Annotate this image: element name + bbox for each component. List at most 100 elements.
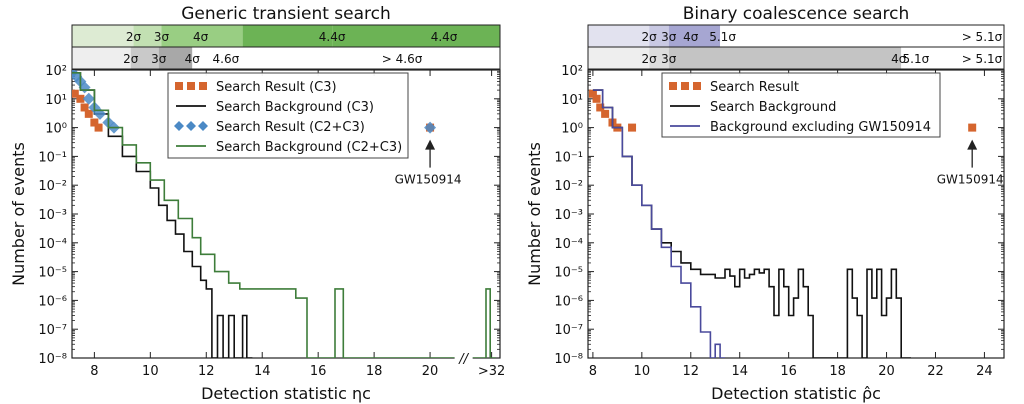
background-step-line	[72, 72, 253, 358]
y-tick-label: 10⁻⁷	[554, 323, 583, 338]
significance-label: 4σ	[891, 52, 907, 66]
significance-label: 3σ	[151, 52, 167, 66]
background-step-line	[72, 72, 496, 358]
result-square-marker	[84, 109, 93, 118]
legend-entry-label: Search Background (C3)	[216, 100, 374, 115]
y-tick-label: 10⁻³	[38, 208, 67, 223]
significance-label: 2σ	[126, 30, 142, 44]
y-tick-label: 10⁻⁵	[38, 266, 67, 281]
significance-label: 4σ	[683, 30, 699, 44]
chart-title: Generic transient search	[181, 4, 391, 24]
y-axis-label: Number of events	[525, 142, 544, 286]
significance-label: 3σ	[661, 52, 677, 66]
x-tick-label: 12	[683, 364, 700, 379]
legend-square-swatch	[187, 82, 195, 90]
y-tick-label: 10⁻⁸	[554, 352, 583, 367]
legend-diamond-swatch	[198, 121, 208, 131]
x-axis-label: Detection statistic ρ̂c	[711, 384, 881, 403]
legend-diamond-swatch	[186, 121, 196, 131]
y-tick-label: 10⁻²	[38, 179, 67, 194]
y-tick-label: 10⁻²	[554, 179, 583, 194]
significance-band-segment	[588, 47, 650, 69]
annotation-label: GW150914	[937, 173, 1004, 187]
significance-band-segment	[332, 25, 500, 47]
result-diamond-marker	[82, 92, 95, 105]
x-tick-label: 14	[254, 364, 271, 379]
y-tick-label: 10⁻⁴	[38, 237, 67, 252]
legend-square-swatch	[669, 82, 677, 90]
x-tick-label: 14	[731, 364, 748, 379]
annotation-arrow-head	[967, 139, 978, 150]
significance-band-segment	[588, 25, 650, 47]
result-square-marker	[592, 94, 601, 103]
significance-label: 2σ	[123, 52, 139, 66]
result-square-marker	[968, 123, 977, 132]
y-tick-label: 10⁻³	[554, 208, 583, 223]
x-tick-label: 10	[142, 364, 159, 379]
y-tick-label: 10⁻⁶	[38, 294, 67, 309]
significance-label: 5.1σ	[903, 52, 930, 66]
significance-band-frame	[71, 46, 501, 70]
legend-diamond-swatch	[174, 121, 184, 131]
legend-square-swatch	[681, 82, 689, 90]
significance-band-segment	[234, 47, 501, 69]
x-axis-label: Detection statistic ηc	[201, 384, 371, 403]
annotation-arrow-head	[425, 139, 436, 150]
significance-label: 4.4σ	[431, 30, 458, 44]
significance-label: 2σ	[642, 30, 658, 44]
significance-band-segment	[130, 47, 159, 69]
y-tick-label: 10²	[45, 64, 67, 79]
significance-band-segment	[649, 47, 669, 69]
significance-label: 3σ	[661, 30, 677, 44]
y-tick-label: 10¹	[45, 93, 67, 108]
significance-band-segment	[649, 25, 669, 47]
y-tick-label: 10⁻⁴	[554, 237, 583, 252]
significance-label: 5.1σ	[709, 30, 736, 44]
axis-break-mark: //	[458, 352, 469, 367]
legend-box	[167, 72, 409, 159]
y-tick-label: 10²	[561, 64, 583, 79]
significance-band-segment	[192, 47, 235, 69]
result-square-marker	[72, 89, 79, 98]
data-layer	[72, 70, 496, 358]
x-tick-label: 18	[366, 364, 383, 379]
significance-label: 4.4σ	[319, 30, 346, 44]
significance-band-segment	[915, 47, 1004, 69]
x-tick-label: 24	[976, 364, 993, 379]
significance-label: > 5.1σ	[962, 52, 1003, 66]
x-tick-label: 20	[878, 364, 895, 379]
y-tick-label: 10⁻⁸	[38, 352, 67, 367]
axis-break-gap	[454, 352, 473, 364]
significance-band-segment	[242, 25, 333, 47]
background-step-line	[592, 89, 911, 358]
result-square-marker	[628, 123, 637, 132]
x-tick-label: 10	[634, 364, 651, 379]
x-tick-label: 8	[90, 364, 98, 379]
x-tick-label: >32	[478, 364, 505, 379]
x-tick-label: 18	[829, 364, 846, 379]
x-tick-label: 8	[589, 364, 597, 379]
legend-entry-label: Search Result (C2+C3)	[216, 120, 365, 135]
y-tick-label: 10⁻⁶	[554, 294, 583, 309]
data-layer	[588, 89, 977, 358]
result-square-marker	[76, 94, 85, 103]
legend-square-swatch	[693, 82, 701, 90]
legend-entry-label: Search Result (C3)	[216, 80, 337, 95]
y-tick-label: 10¹	[561, 93, 583, 108]
significance-band-segment	[72, 25, 134, 47]
significance-band-segment	[668, 25, 721, 47]
significance-label: 3σ	[154, 30, 170, 44]
significance-band-segment	[720, 25, 723, 47]
y-tick-label: 10⁰	[561, 122, 583, 137]
significance-label: 4.6σ	[213, 52, 240, 66]
y-tick-label: 10⁻¹	[554, 150, 583, 165]
x-tick-label: 16	[780, 364, 797, 379]
legend-box	[661, 72, 941, 138]
significance-band-segment	[133, 25, 162, 47]
x-tick-label: 20	[422, 364, 439, 379]
result-square-marker	[90, 118, 99, 127]
legend-square-swatch	[199, 82, 207, 90]
y-axis-label: Number of events	[9, 142, 28, 286]
